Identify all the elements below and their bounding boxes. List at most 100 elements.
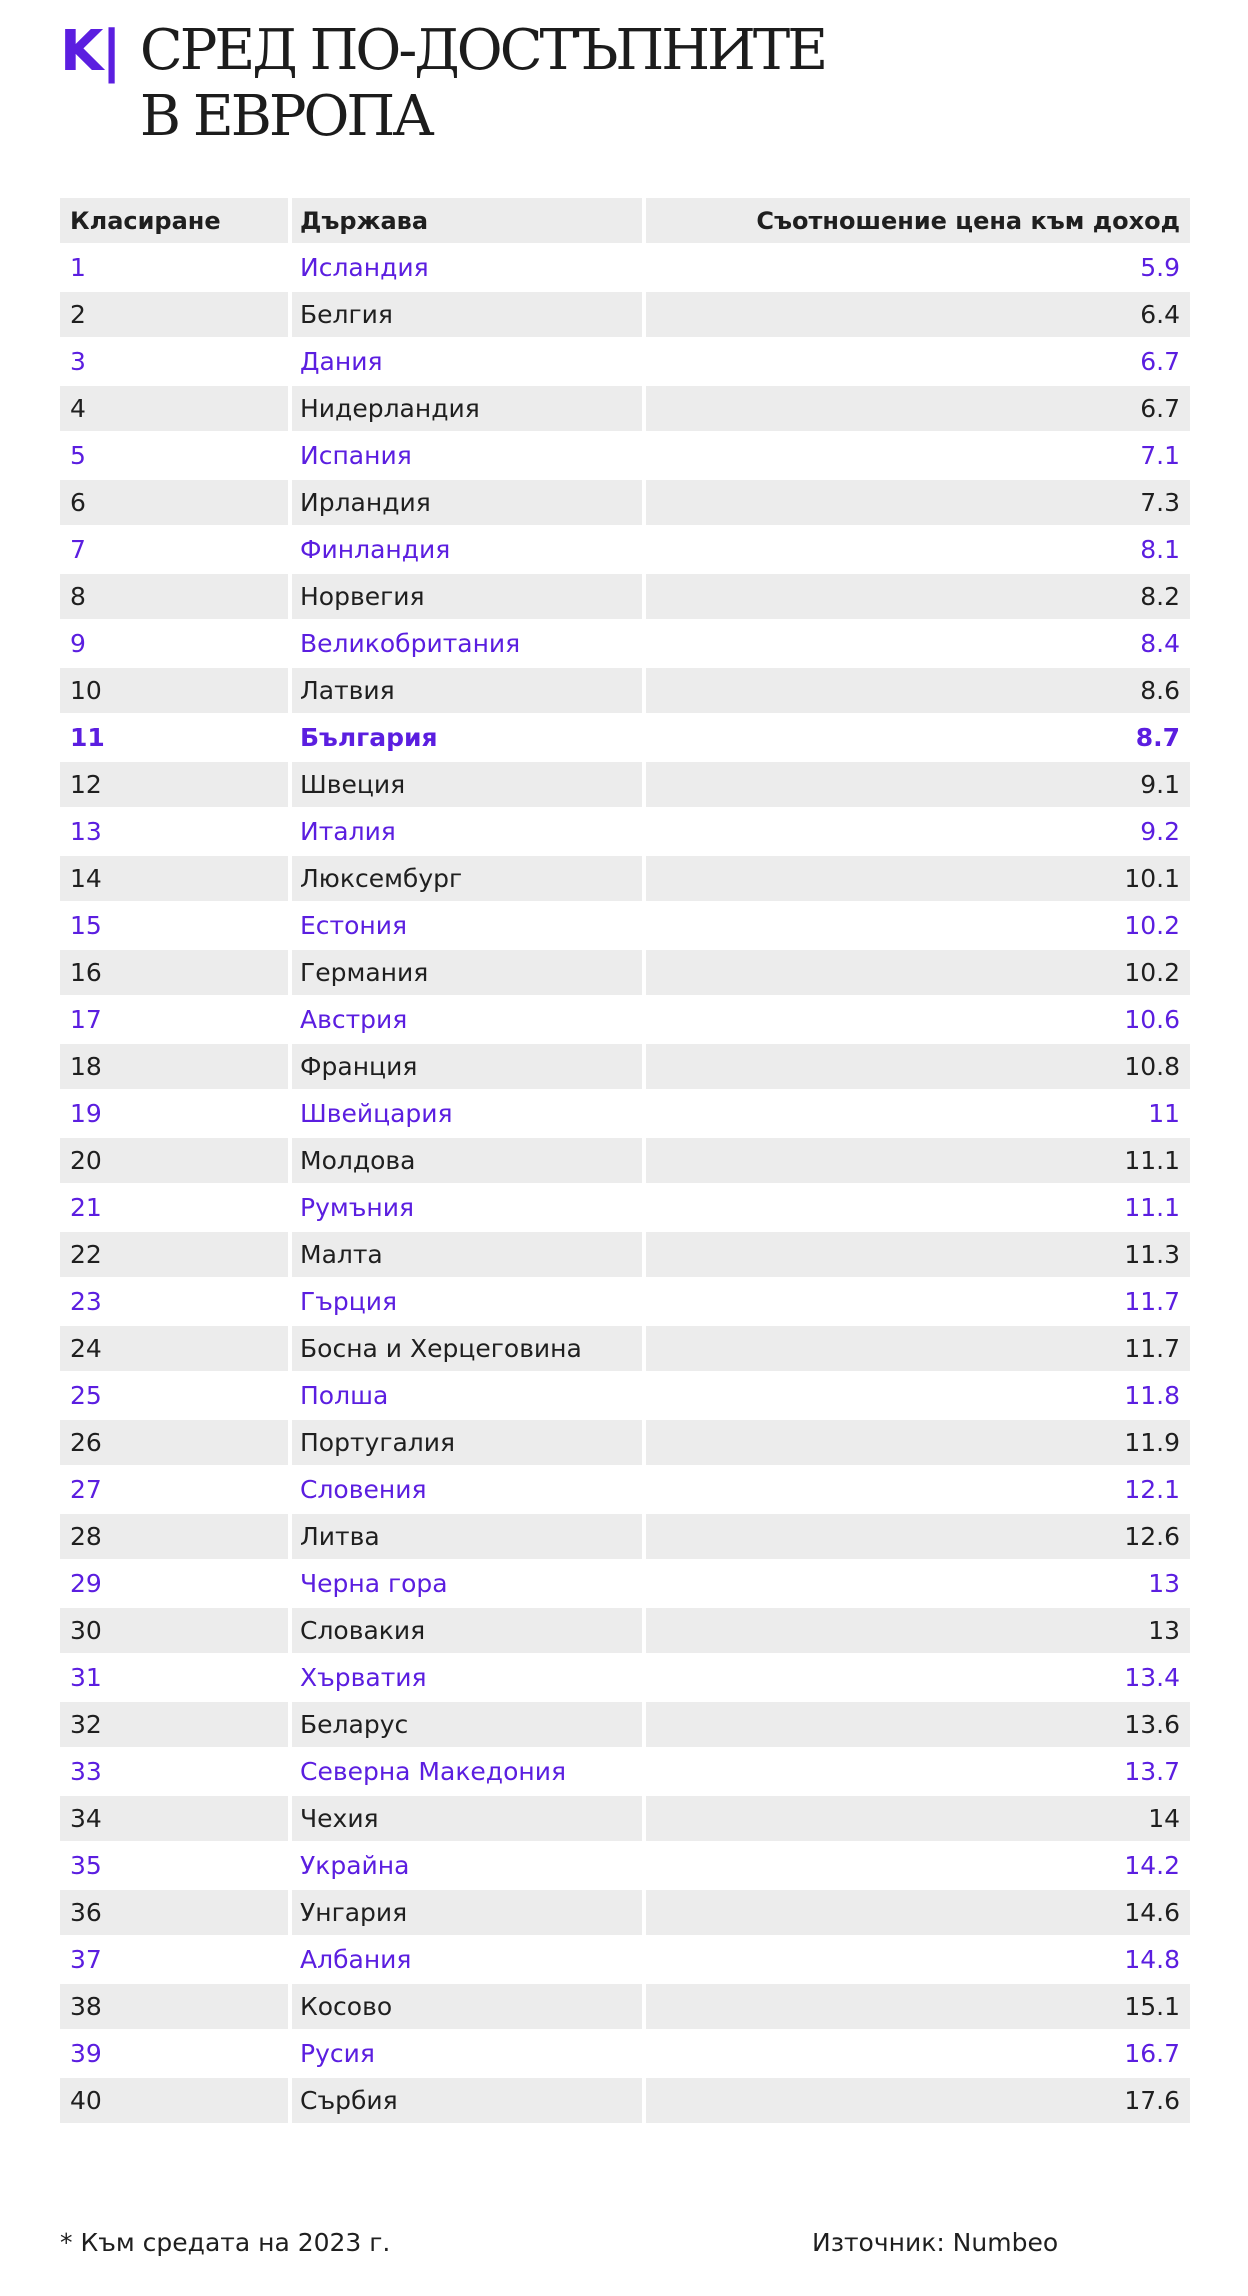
rank-cell: 17 [60, 997, 288, 1042]
country-cell: Хърватия [292, 1655, 642, 1700]
ratio-cell: 15.1 [646, 1984, 1190, 2029]
table-row: 6 Ирландия 7.3 [60, 480, 1190, 527]
table-row: 29 Черна гора 13 [60, 1561, 1190, 1608]
ratio-cell: 12.6 [646, 1514, 1190, 1559]
ratio-cell: 11.3 [646, 1232, 1190, 1277]
rank-cell: 19 [60, 1091, 288, 1136]
rank-cell: 31 [60, 1655, 288, 1700]
ratio-cell: 6.7 [646, 339, 1190, 384]
ratio-cell: 8.6 [646, 668, 1190, 713]
ratio-cell: 11.7 [646, 1326, 1190, 1371]
country-cell: Русия [292, 2031, 642, 2076]
table-row: 1 Исландия 5.9 [60, 245, 1190, 292]
page-title: СРЕД ПО-ДОСТЪПНИТЕ В ЕВРОПА [139, 18, 828, 150]
table-row: 27 Словения 12.1 [60, 1467, 1190, 1514]
table-row: 17 Австрия 10.6 [60, 997, 1190, 1044]
table-row: 5 Испания 7.1 [60, 433, 1190, 480]
ratio-cell: 8.7 [646, 715, 1190, 760]
ratio-cell: 6.4 [646, 292, 1190, 337]
country-cell: Дания [292, 339, 642, 384]
country-cell: Естония [292, 903, 642, 948]
country-cell: Исландия [292, 245, 642, 290]
country-cell: Литва [292, 1514, 642, 1559]
ratio-cell: 8.1 [646, 527, 1190, 572]
rank-cell: 35 [60, 1843, 288, 1888]
country-cell: Франция [292, 1044, 642, 1089]
ratio-cell: 11.8 [646, 1373, 1190, 1418]
brand-logo: K| [60, 19, 122, 84]
column-header-rank: Класиране [60, 198, 288, 243]
table-row: 10 Латвия 8.6 [60, 668, 1190, 715]
ratio-cell: 11.9 [646, 1420, 1190, 1465]
country-cell: Словакия [292, 1608, 642, 1653]
table-row: 30 Словакия 13 [60, 1608, 1190, 1655]
country-cell: Косово [292, 1984, 642, 2029]
country-cell: Гърция [292, 1279, 642, 1324]
title-line-1: СРЕД ПО-ДОСТЪПНИТЕ [139, 18, 828, 83]
rank-cell: 9 [60, 621, 288, 666]
ratio-cell: 6.7 [646, 386, 1190, 431]
rank-cell: 14 [60, 856, 288, 901]
rank-cell: 29 [60, 1561, 288, 1606]
ratio-cell: 14 [646, 1796, 1190, 1841]
rank-cell: 34 [60, 1796, 288, 1841]
table-row: 13 Италия 9.2 [60, 809, 1190, 856]
ratio-cell: 9.1 [646, 762, 1190, 807]
rank-cell: 23 [60, 1279, 288, 1324]
country-cell: Швеция [292, 762, 642, 807]
table-row: 20 Молдова 11.1 [60, 1138, 1190, 1185]
country-cell: Северна Македония [292, 1749, 642, 1794]
country-cell: Беларус [292, 1702, 642, 1747]
country-cell: Италия [292, 809, 642, 854]
ratio-cell: 11.1 [646, 1185, 1190, 1230]
ratio-cell: 11.1 [646, 1138, 1190, 1183]
rank-cell: 4 [60, 386, 288, 431]
rank-cell: 11 [60, 715, 288, 760]
country-cell: Норвегия [292, 574, 642, 619]
country-cell: Германия [292, 950, 642, 995]
rank-cell: 5 [60, 433, 288, 478]
rank-cell: 15 [60, 903, 288, 948]
table-row: 12 Швеция 9.1 [60, 762, 1190, 809]
rank-cell: 26 [60, 1420, 288, 1465]
ratio-cell: 14.2 [646, 1843, 1190, 1888]
rank-cell: 32 [60, 1702, 288, 1747]
country-cell: Босна и Херцеговина [292, 1326, 642, 1371]
table-row: 34 Чехия 14 [60, 1796, 1190, 1843]
footnote: * Към средата на 2023 г. [60, 2228, 391, 2257]
table-row: 31 Хърватия 13.4 [60, 1655, 1190, 1702]
column-header-country: Държава [292, 198, 642, 243]
table-row: 35 Украйна 14.2 [60, 1843, 1190, 1890]
ratio-cell: 12.1 [646, 1467, 1190, 1512]
source-credit: Източник: Numbeo [812, 2228, 1059, 2257]
ratio-cell: 11.7 [646, 1279, 1190, 1324]
table-row: 21 Румъния 11.1 [60, 1185, 1190, 1232]
table-row: 3 Дания 6.7 [60, 339, 1190, 386]
country-cell: Ирландия [292, 480, 642, 525]
column-header-ratio: Съотношение цена към доход [646, 198, 1190, 243]
country-cell: България [292, 715, 642, 760]
ratio-cell: 10.1 [646, 856, 1190, 901]
table-row: 39 Русия 16.7 [60, 2031, 1190, 2078]
rank-cell: 10 [60, 668, 288, 713]
country-cell: Люксембург [292, 856, 642, 901]
table-row: 26 Португалия 11.9 [60, 1420, 1190, 1467]
table-row: 14 Люксембург 10.1 [60, 856, 1190, 903]
ratio-cell: 7.3 [646, 480, 1190, 525]
country-cell: Латвия [292, 668, 642, 713]
rank-cell: 18 [60, 1044, 288, 1089]
country-cell: Чехия [292, 1796, 642, 1841]
country-cell: Полша [292, 1373, 642, 1418]
ratio-cell: 14.8 [646, 1937, 1190, 1982]
table-row: 37 Албания 14.8 [60, 1937, 1190, 1984]
country-cell: Австрия [292, 997, 642, 1042]
country-cell: Украйна [292, 1843, 642, 1888]
rank-cell: 13 [60, 809, 288, 854]
table-row: 36 Унгария 14.6 [60, 1890, 1190, 1937]
rank-cell: 6 [60, 480, 288, 525]
table-row: 18 Франция 10.8 [60, 1044, 1190, 1091]
country-cell: Унгария [292, 1890, 642, 1935]
rank-cell: 36 [60, 1890, 288, 1935]
rank-cell: 8 [60, 574, 288, 619]
country-cell: Румъния [292, 1185, 642, 1230]
